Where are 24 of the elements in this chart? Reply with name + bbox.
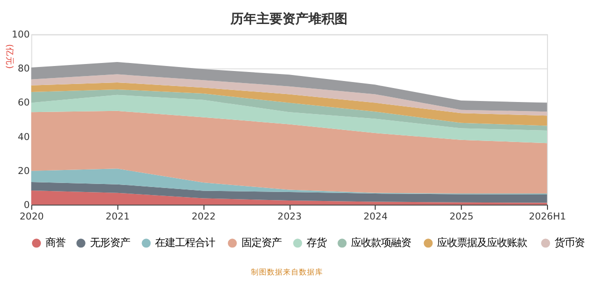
- y-tick-label: 60: [18, 98, 30, 109]
- legend-label: 无形资产: [90, 237, 130, 249]
- y-tick-label: 40: [18, 132, 30, 143]
- legend-label: 固定资产: [241, 237, 282, 249]
- chart-title: 历年主要资产堆积图: [230, 10, 348, 27]
- legend-label: 存货: [306, 237, 327, 249]
- legend-label: 货币资: [554, 237, 585, 249]
- x-tick-label: 2026H1: [528, 211, 566, 222]
- y-tick-label: 100: [12, 30, 30, 41]
- x-tick-label: 2025: [449, 211, 474, 222]
- y-axis-title: (亿元): [4, 44, 16, 69]
- legend-label: 应收票据及应收账款: [437, 237, 528, 249]
- x-tick-label: 2020: [20, 211, 44, 222]
- y-tick-label: 20: [18, 166, 30, 177]
- x-tick-label: 2024: [364, 211, 388, 222]
- x-tick-label: 2022: [192, 211, 216, 222]
- y-tick-label: 0: [24, 200, 30, 211]
- legend-label: 在建工程合计: [155, 237, 216, 249]
- text: 制图数据来自数据库: [250, 268, 323, 277]
- y-tick-label: 80: [18, 64, 30, 75]
- legend-label: 应收款项融资: [351, 237, 412, 249]
- x-tick-label: 2023: [278, 211, 302, 222]
- x-tick-label: 2021: [106, 211, 130, 222]
- legend-label: 商誉: [45, 237, 66, 249]
